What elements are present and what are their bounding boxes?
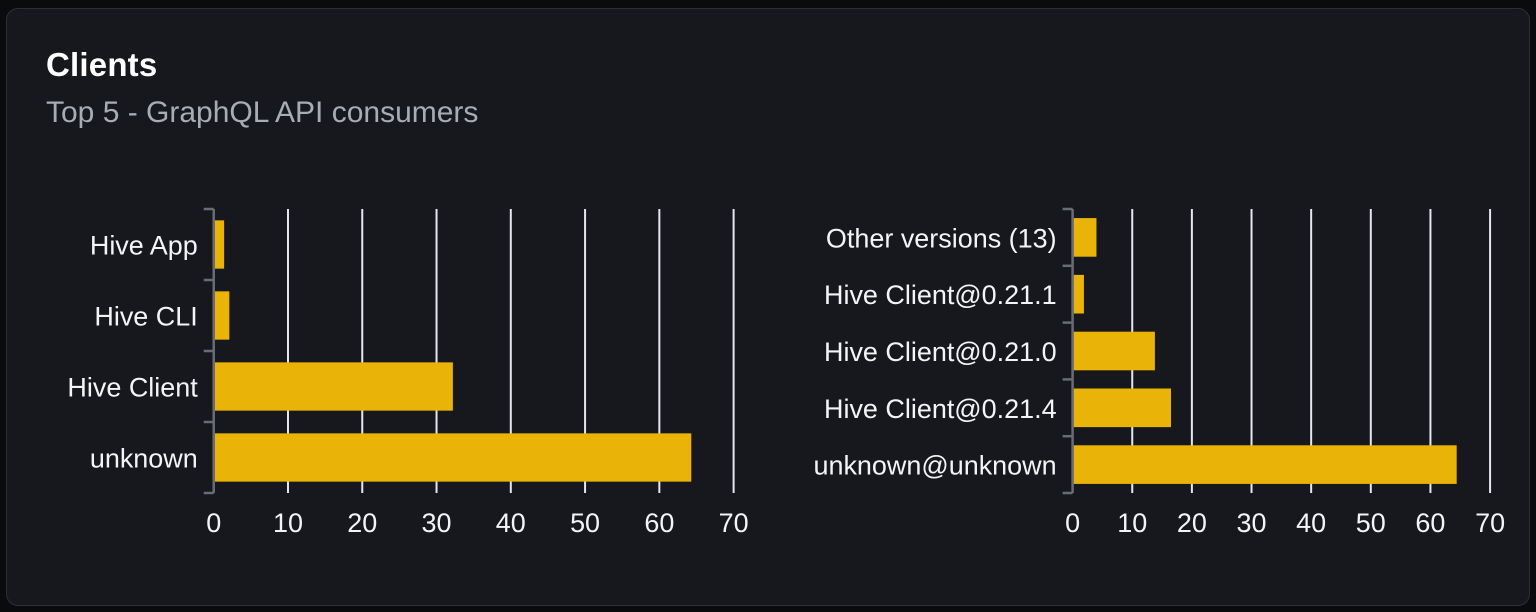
x-tick-label: 10 <box>1117 508 1147 538</box>
client-versions-bar-chart[interactable]: Other versions (13) Hive Client@0.21.1 Hiv… <box>768 196 1529 541</box>
x-tick-label: 70 <box>1475 508 1505 538</box>
category-label: unknown <box>90 443 198 473</box>
x-tick-label: 50 <box>570 508 600 538</box>
bar-hive-app[interactable] <box>214 220 225 269</box>
category-label: Hive Client@0.21.0 <box>824 337 1057 367</box>
bar-hive-client-0-21-1[interactable] <box>1073 274 1084 314</box>
category-label: Hive CLI <box>94 301 197 331</box>
card-title: Clients <box>46 46 158 83</box>
clients-card: Clients Top 5 - GraphQL API consumers Hi… <box>6 8 1530 606</box>
bar-unknown[interactable] <box>214 433 692 482</box>
x-tick-label: 0 <box>206 508 221 538</box>
x-tick-label: 30 <box>1237 508 1267 538</box>
charts-row: Hive App Hive CLI Hive Client unknown 0 10 20 3… <box>7 196 1529 546</box>
bar-hive-client-0-21-4[interactable] <box>1073 388 1172 428</box>
category-label: Hive App <box>90 230 198 260</box>
category-label: Hive Client <box>67 372 198 402</box>
x-tick-label: 20 <box>347 508 377 538</box>
x-tick-label: 60 <box>644 508 674 538</box>
category-label: Other versions (13) <box>826 223 1057 253</box>
client-versions-chart: Other versions (13) Hive Client@0.21.1 Hiv… <box>768 196 1529 546</box>
bar-hive-cli[interactable] <box>214 291 230 340</box>
bar-unknown-unknown[interactable] <box>1073 445 1457 484</box>
card-subtitle: Top 5 - GraphQL API consumers <box>46 95 479 129</box>
x-tick-label: 10 <box>273 508 303 538</box>
bar-hive-client-0-21-0[interactable] <box>1073 331 1155 371</box>
category-label: Hive Client@0.21.1 <box>824 280 1057 310</box>
x-tick-label: 50 <box>1356 508 1386 538</box>
category-label: unknown@unknown <box>813 451 1056 481</box>
x-tick-label: 40 <box>1296 508 1326 538</box>
x-tick-label: 20 <box>1177 508 1207 538</box>
x-tick-label: 40 <box>496 508 526 538</box>
bar-other-versions-13-[interactable] <box>1073 218 1097 257</box>
bar-hive-client[interactable] <box>214 362 453 411</box>
x-tick-label: 0 <box>1065 508 1080 538</box>
card-header: Clients Top 5 - GraphQL API consumers <box>46 45 1490 131</box>
x-tick-label: 60 <box>1415 508 1445 538</box>
x-tick-label: 70 <box>719 508 749 538</box>
clients-top5-chart: Hive App Hive CLI Hive Client unknown 0 10 20 3… <box>7 196 768 546</box>
x-tick-label: 30 <box>422 508 452 538</box>
category-label: Hive Client@0.21.4 <box>824 394 1057 424</box>
clients-bar-chart[interactable]: Hive App Hive CLI Hive Client unknown 0 10 20 3… <box>7 196 768 541</box>
